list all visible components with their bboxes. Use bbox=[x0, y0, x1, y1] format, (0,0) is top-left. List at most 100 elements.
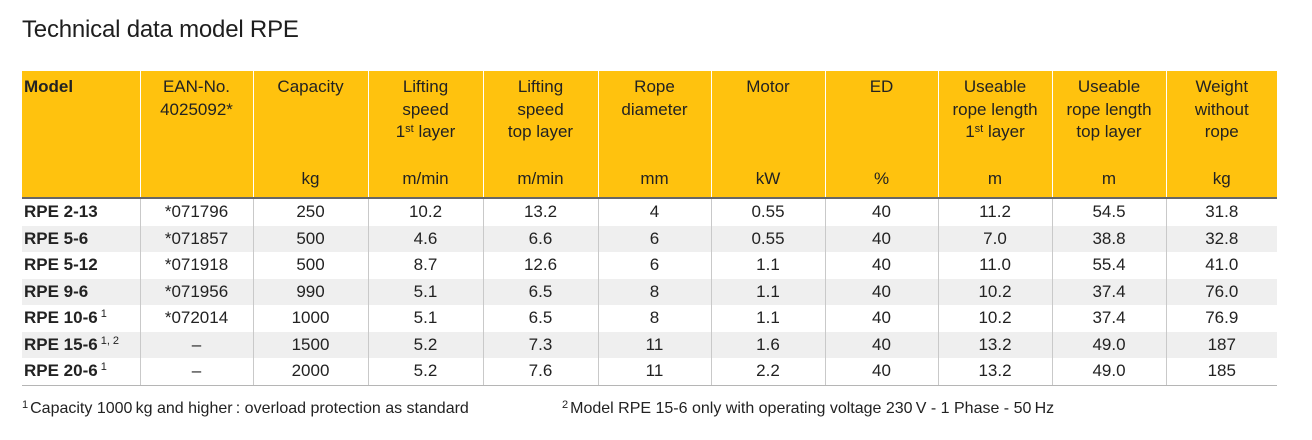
table-cell: *071857 bbox=[140, 225, 254, 252]
table-cell: 2000 bbox=[253, 358, 369, 386]
table-cell: 1500 bbox=[253, 331, 369, 358]
table-cell: 6 bbox=[598, 252, 712, 279]
model-footnote-ref: 1 bbox=[100, 361, 107, 374]
footnote-mark: 1 bbox=[22, 399, 29, 411]
footnote-text: Model RPE 15-6 only with operating volta… bbox=[570, 400, 1055, 417]
table-cell: 8.7 bbox=[368, 252, 484, 279]
table-cell: 12.6 bbox=[483, 252, 599, 279]
table-cell: 7.0 bbox=[938, 225, 1053, 252]
table-row: RPE 15-6 1, 2–1500 5.2 7.3 11 1.6 40 13.2 49.0 18… bbox=[22, 331, 1277, 358]
table-cell: 7.6 bbox=[483, 358, 599, 386]
table-row: RPE 5-6 *071857 500 4.6 6.6 6 0.55 40 7.0 38.8 32.… bbox=[22, 225, 1277, 252]
column-header-label: Rope diameter bbox=[599, 76, 711, 121]
table-cell: 10.2 bbox=[938, 305, 1053, 332]
table-cell: 6 bbox=[598, 225, 712, 252]
table-cell: 6.5 bbox=[483, 278, 599, 305]
ordinal-rest: layer bbox=[983, 122, 1025, 141]
column-header-content: Useable rope length 1st layer m bbox=[939, 71, 1052, 197]
column-header-line: Useable bbox=[1077, 77, 1141, 96]
column-header-line: 1st layer bbox=[943, 121, 1048, 144]
footnote-1: 1 Capacity 1000 kg and higher : overload … bbox=[22, 400, 469, 418]
table-cell: 1.1 bbox=[711, 278, 826, 305]
table-cell: 40 bbox=[825, 278, 939, 305]
column-header: Capacity kg bbox=[253, 71, 369, 199]
table-cell: 11 bbox=[598, 331, 712, 358]
model-name: RPE 5-6 bbox=[24, 228, 89, 248]
table-cell: 13.2 bbox=[938, 331, 1053, 358]
column-header-line: Lifting bbox=[402, 77, 449, 96]
column-unit: kg bbox=[301, 169, 320, 188]
table-cell: 41.0 bbox=[1205, 255, 1239, 275]
column-header-label: Lifting speed top layer bbox=[484, 76, 598, 144]
table-cell: 4.6 bbox=[368, 225, 484, 252]
column-unit: kg bbox=[1212, 169, 1231, 188]
column-header-content: EAN-No. 4025092* bbox=[141, 71, 253, 197]
column-header-content: Capacity kg bbox=[254, 71, 368, 197]
column-header: Lifting speed top layer m/min bbox=[483, 71, 599, 199]
model-name: RPE 10-6 bbox=[24, 308, 98, 328]
table-cell: 11 bbox=[598, 358, 712, 386]
model-cell: RPE 2-13 bbox=[22, 198, 141, 226]
column-header: Lifting speed 1st layer m/min bbox=[368, 71, 484, 199]
table-cell: 11.0 bbox=[938, 252, 1053, 279]
table-cell: 55.4 bbox=[1052, 252, 1167, 279]
table-cell: 187 bbox=[1166, 331, 1277, 358]
table-cell: 1000 bbox=[253, 305, 369, 332]
column-header-line: 4025092* bbox=[160, 99, 233, 119]
column-header: Model bbox=[22, 71, 141, 199]
column-header-line: Capacity bbox=[277, 77, 344, 96]
model-footnote-ref: 1, 2 bbox=[100, 334, 120, 347]
table-cell: 1.1 bbox=[711, 252, 826, 279]
table-cell: 32.8 bbox=[1166, 225, 1277, 252]
table-cell: 40 bbox=[825, 305, 939, 332]
table-cell: 990 bbox=[253, 278, 369, 305]
model-cell: RPE 9-6 bbox=[22, 278, 141, 305]
table-cell: 5.2 bbox=[368, 358, 484, 386]
model-name: RPE 20-6 bbox=[24, 361, 98, 381]
column-unit: mm bbox=[640, 169, 669, 188]
table-cell: 76.0 bbox=[1166, 278, 1277, 305]
table-cell: 0.55 bbox=[711, 225, 826, 252]
column-header-line: Rope bbox=[634, 77, 675, 96]
column-header-line: rope length bbox=[952, 99, 1038, 119]
column-header-content: Useable rope length top layer m bbox=[1053, 71, 1166, 197]
model-cell: RPE 10-6 1 bbox=[22, 305, 141, 332]
ordinal-rest: layer bbox=[413, 122, 456, 141]
column-header-line: Weight bbox=[1195, 77, 1249, 96]
column-header: Useable rope length top layer m bbox=[1052, 71, 1167, 199]
column-header-line: rope length bbox=[1066, 99, 1152, 119]
column-header-line: top layer bbox=[1076, 122, 1142, 141]
technical-data-table: Model EAN-No. 4025092* Capacity kg Lifting spe… bbox=[22, 71, 1277, 386]
footnote-2: 2 Model RPE 15-6 only with operating volt… bbox=[562, 400, 1054, 418]
table-cell: 500 bbox=[253, 252, 369, 279]
column-header: EAN-No. 4025092* bbox=[140, 71, 254, 199]
ordinal-number: 1 bbox=[965, 122, 975, 141]
column-header: Motor kW bbox=[711, 71, 826, 199]
page-title: Technical data model RPE bbox=[22, 16, 299, 43]
table-cell: 38.8 bbox=[1052, 225, 1167, 252]
footnote-mark: 2 bbox=[562, 399, 569, 411]
column-header-label: ED bbox=[826, 76, 938, 99]
table-cell: 500 bbox=[253, 225, 369, 252]
column-header-line: speed bbox=[517, 99, 564, 119]
table-cell: 54.5 bbox=[1052, 198, 1167, 226]
table-cell: *071918 bbox=[140, 252, 254, 279]
model-cell: RPE 5-12 bbox=[22, 252, 141, 279]
ordinal-number: 1 bbox=[395, 122, 406, 141]
table-cell: 40 bbox=[825, 198, 939, 226]
column-header-line: 1st layer bbox=[373, 121, 479, 144]
column-header-line: without bbox=[1194, 99, 1249, 119]
column-unit: m bbox=[987, 169, 1003, 188]
table-cell: 0.55 bbox=[711, 198, 826, 226]
column-header-content: Lifting speed top layer m/min bbox=[484, 71, 598, 197]
column-header-label: Capacity bbox=[254, 76, 368, 99]
column-header-content: Model bbox=[22, 71, 140, 197]
table-cell: 5.2 bbox=[368, 331, 484, 358]
column-unit: m/min bbox=[402, 169, 449, 188]
table-cell: 7.3 bbox=[483, 331, 599, 358]
column-header-content: ED% bbox=[826, 71, 938, 197]
column-unit: % bbox=[873, 169, 890, 188]
model-cell: RPE 15-6 1, 2 bbox=[22, 331, 141, 358]
column-unit: m bbox=[1101, 169, 1117, 188]
table-cell: 37.4 bbox=[1052, 305, 1167, 332]
